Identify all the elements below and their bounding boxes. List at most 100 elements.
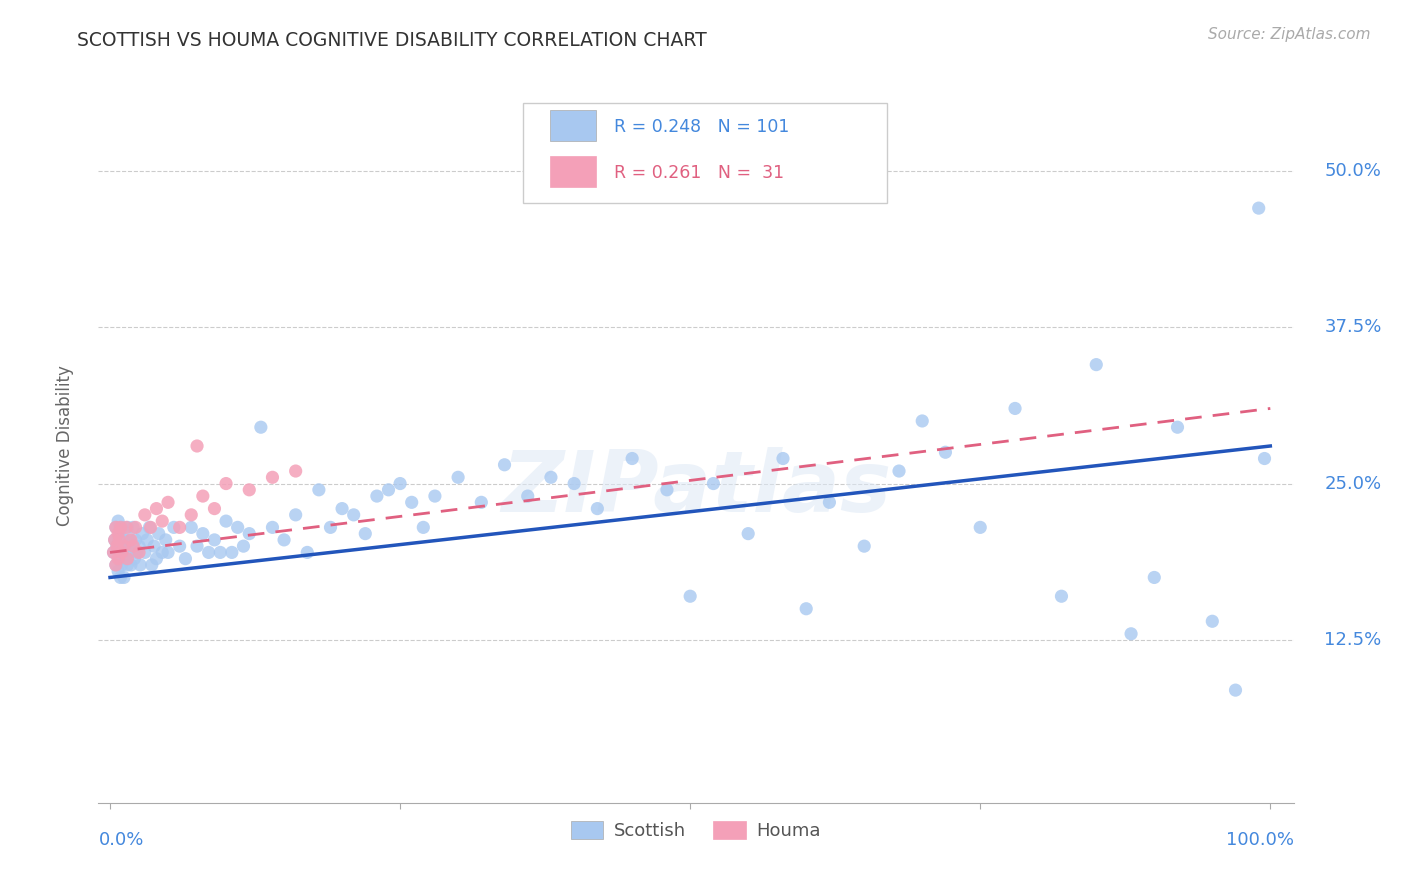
Point bbox=[110, 520, 132, 534]
Text: ZIPatlas: ZIPatlas bbox=[501, 447, 891, 531]
Point bbox=[150, 514, 173, 528]
Point bbox=[853, 539, 876, 553]
Point bbox=[737, 526, 759, 541]
Bar bbox=[550, 155, 596, 187]
Point bbox=[112, 539, 135, 553]
Bar bbox=[550, 110, 596, 141]
Point bbox=[107, 564, 129, 578]
Point bbox=[121, 539, 143, 553]
Point bbox=[117, 558, 139, 572]
Text: 50.0%: 50.0% bbox=[1324, 161, 1381, 179]
Point bbox=[1253, 451, 1275, 466]
Point bbox=[105, 539, 128, 553]
Point bbox=[117, 551, 139, 566]
Point bbox=[134, 508, 156, 522]
Point bbox=[1119, 627, 1142, 641]
Point bbox=[174, 551, 197, 566]
Point bbox=[141, 558, 163, 572]
Point bbox=[107, 551, 129, 566]
Point bbox=[209, 545, 232, 559]
Point bbox=[114, 551, 136, 566]
Point bbox=[204, 501, 226, 516]
Point bbox=[470, 495, 492, 509]
Point bbox=[131, 526, 153, 541]
Text: R = 0.248   N = 101: R = 0.248 N = 101 bbox=[613, 118, 789, 136]
FancyBboxPatch shape bbox=[523, 103, 887, 203]
Point bbox=[124, 533, 146, 547]
Point bbox=[1050, 589, 1073, 603]
Point bbox=[111, 558, 134, 572]
Point bbox=[1201, 614, 1223, 628]
Point bbox=[238, 483, 260, 497]
Point bbox=[122, 539, 145, 553]
Point bbox=[104, 533, 127, 547]
Point bbox=[655, 483, 678, 497]
Point bbox=[117, 545, 139, 559]
Point bbox=[262, 520, 284, 534]
Point bbox=[377, 483, 399, 497]
Point bbox=[112, 533, 135, 547]
Point bbox=[191, 526, 214, 541]
Point bbox=[139, 520, 162, 534]
Point bbox=[1085, 358, 1108, 372]
Point bbox=[115, 539, 138, 553]
Point bbox=[354, 526, 377, 541]
Point bbox=[197, 545, 219, 559]
Point bbox=[128, 539, 150, 553]
Point bbox=[125, 545, 148, 559]
Point bbox=[145, 551, 167, 566]
Point bbox=[562, 476, 585, 491]
Point bbox=[120, 558, 142, 572]
Legend: Scottish, Houma: Scottish, Houma bbox=[564, 814, 828, 847]
Point bbox=[103, 545, 125, 559]
Point bbox=[163, 520, 186, 534]
Point bbox=[389, 476, 412, 491]
Point bbox=[1166, 420, 1188, 434]
Point bbox=[284, 508, 307, 522]
Point bbox=[232, 539, 254, 553]
Point bbox=[204, 533, 226, 547]
Point bbox=[104, 558, 127, 572]
Point bbox=[111, 520, 134, 534]
Text: 100.0%: 100.0% bbox=[1226, 831, 1294, 849]
Point bbox=[343, 508, 366, 522]
Point bbox=[191, 489, 214, 503]
Point bbox=[104, 558, 127, 572]
Point bbox=[1225, 683, 1247, 698]
Text: 25.0%: 25.0% bbox=[1324, 475, 1382, 492]
Point bbox=[262, 470, 284, 484]
Point bbox=[110, 539, 132, 553]
Point bbox=[238, 526, 260, 541]
Point bbox=[104, 533, 127, 547]
Point bbox=[111, 545, 134, 559]
Point bbox=[911, 414, 934, 428]
Text: R = 0.261   N =  31: R = 0.261 N = 31 bbox=[613, 164, 783, 182]
Point bbox=[104, 520, 127, 534]
Point bbox=[105, 539, 128, 553]
Point bbox=[297, 545, 319, 559]
Point bbox=[215, 476, 238, 491]
Point bbox=[366, 489, 388, 503]
Point bbox=[702, 476, 724, 491]
Point bbox=[319, 520, 342, 534]
Point bbox=[934, 445, 956, 459]
Point bbox=[108, 551, 131, 566]
Point bbox=[887, 464, 910, 478]
Point bbox=[169, 520, 191, 534]
Point bbox=[150, 545, 173, 559]
Point bbox=[128, 545, 150, 559]
Point bbox=[1004, 401, 1026, 416]
Point bbox=[221, 545, 243, 559]
Point bbox=[117, 520, 139, 534]
Point bbox=[111, 545, 134, 559]
Point bbox=[180, 508, 202, 522]
Point bbox=[1247, 201, 1270, 215]
Text: 37.5%: 37.5% bbox=[1324, 318, 1382, 336]
Point bbox=[104, 520, 127, 534]
Point bbox=[157, 495, 180, 509]
Point bbox=[136, 533, 159, 547]
Point bbox=[103, 545, 125, 559]
Point bbox=[107, 514, 129, 528]
Point bbox=[118, 533, 141, 547]
Point bbox=[115, 520, 138, 534]
